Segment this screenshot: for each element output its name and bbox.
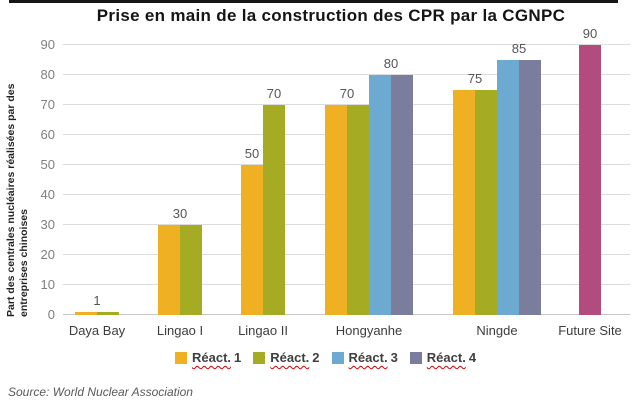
x-category-label-future-site: Future Site [558, 323, 622, 338]
y-tick-label-60: 60 [40, 127, 55, 142]
legend: Réact. 1 Réact. 2 Réact. 3 Réact. 4 [175, 350, 476, 365]
y-tick-label-30: 30 [40, 217, 55, 232]
chart-title: Prise en main de la construction des CPR… [96, 6, 566, 25]
legend-label-number: 2 [312, 350, 320, 365]
legend-item-react-1: Réact. 1 [175, 350, 241, 365]
plot-area: 1 30 50 70 70 80 75 85 90 [63, 26, 630, 315]
bar-hongyanhe-r-act-3 [369, 75, 391, 315]
legend-item-react-3: Réact. 3 [331, 350, 398, 365]
bar-hongyanhe-r-act-2 [347, 105, 369, 315]
bar-value-label: 30 [172, 206, 188, 221]
bar-value-label: 70 [266, 86, 282, 101]
legend-label-word: Réact. [270, 350, 310, 365]
y-tick-label-50: 50 [40, 157, 55, 172]
x-category-label-lingao-ii: Lingao II [238, 323, 288, 338]
y-tick-label-0: 0 [47, 307, 55, 322]
legend-item-react-2: Réact. 2 [253, 350, 320, 365]
window-top-edge [9, 0, 618, 3]
bar-ningde-r-act-4 [519, 60, 541, 315]
bar-ningde-r-act-1 [453, 90, 475, 315]
bar-value-label: 80 [383, 56, 399, 71]
legend-swatch-2 [253, 351, 266, 364]
bar-ningde-r-act-2 [475, 90, 497, 315]
gridline-80 [63, 74, 630, 75]
legend-swatch-1 [175, 351, 187, 364]
x-category-label-hongyanhe: Hongyanhe [335, 323, 403, 338]
bar-hongyanhe-r-act-4 [391, 75, 413, 315]
y-tick-label-20: 20 [40, 247, 55, 262]
bar-hongyanhe-r-act-1 [325, 105, 347, 315]
bar-ningde-r-act-3 [497, 60, 519, 315]
y-tick-label-10: 10 [40, 277, 55, 292]
y-tick-label-90: 90 [40, 37, 55, 52]
legend-label-number: 3 [390, 350, 398, 365]
bar-value-label: 1 [93, 293, 101, 308]
bar-value-label: 50 [244, 146, 260, 161]
bar-lingao-i-r-act-2 [180, 225, 202, 315]
legend-label-word: Réact. [426, 350, 466, 365]
legend-label-word: Réact. [348, 350, 388, 365]
bar-daya-bay-r-act-1 [75, 312, 97, 315]
legend-label-word: Réact. [192, 350, 232, 365]
gridline-70 [63, 104, 630, 105]
bar-lingao-i-r-act-1 [158, 225, 180, 315]
legend-item-react-4: Réact. 4 [409, 350, 477, 365]
x-category-label-lingao-i: Lingao I [156, 323, 204, 338]
bar-future-site-future-site [579, 45, 601, 315]
bar-value-label: 70 [339, 86, 355, 101]
bar-lingao-ii-r-act-2 [263, 105, 285, 315]
bar-value-label: 90 [582, 26, 598, 41]
legend-swatch-4 [409, 351, 422, 364]
y-tick-label-70: 70 [40, 97, 55, 112]
x-category-label-daya-bay: Daya Bay [68, 323, 126, 338]
legend-label-number: 1 [234, 350, 242, 365]
y-tick-label-40: 40 [40, 187, 55, 202]
legend-label-number: 4 [468, 350, 477, 365]
source-note: Source: World Nuclear Association [8, 385, 193, 399]
bar-value-label: 75 [467, 71, 483, 86]
y-tick-label-80: 80 [40, 67, 55, 82]
legend-swatch-3 [331, 351, 344, 364]
x-category-label-ningde: Ningde [476, 323, 518, 338]
gridline-90 [63, 44, 630, 45]
bar-value-label: 85 [511, 41, 527, 56]
bar-daya-bay-r-act-2 [97, 312, 119, 315]
bar-lingao-ii-r-act-1 [241, 165, 263, 315]
